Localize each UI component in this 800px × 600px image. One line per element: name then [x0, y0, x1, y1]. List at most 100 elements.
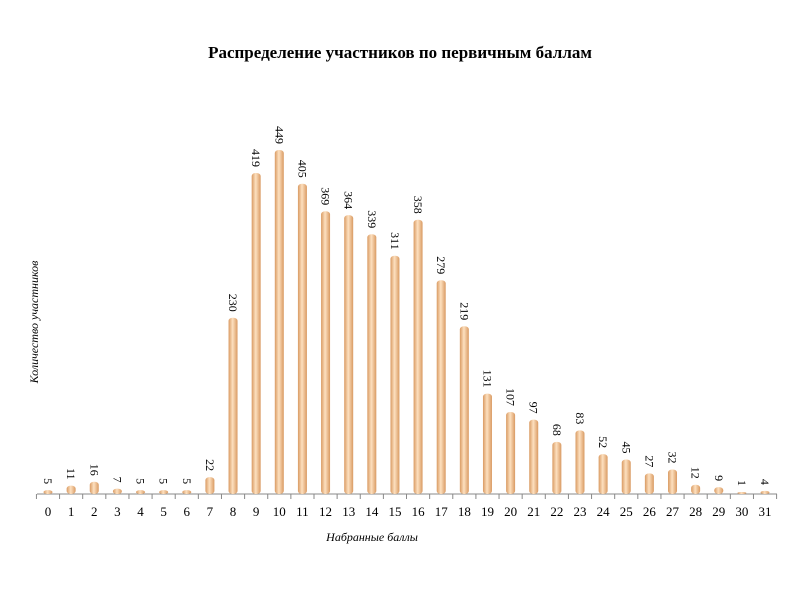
data-label: 45	[619, 442, 633, 454]
data-label: 405	[295, 160, 309, 178]
bar	[436, 280, 446, 494]
bar	[760, 490, 770, 494]
x-tick-label: 18	[458, 504, 471, 519]
x-tick-label: 4	[137, 504, 144, 519]
data-label: 230	[226, 294, 240, 312]
x-tick-label: 27	[666, 504, 680, 519]
bar	[251, 172, 261, 494]
x-tick-label: 23	[573, 504, 586, 519]
data-label: 311	[388, 232, 402, 250]
x-tick-label: 9	[253, 504, 260, 519]
data-label: 9	[712, 475, 726, 481]
x-tick-label: 10	[273, 504, 286, 519]
x-tick-label: 3	[114, 504, 121, 519]
data-label: 107	[504, 388, 518, 406]
data-label: 83	[573, 412, 587, 424]
x-tick-label: 5	[160, 504, 167, 519]
data-label: 97	[527, 402, 541, 414]
bar	[482, 393, 492, 494]
x-tick-label: 17	[435, 504, 449, 519]
bar	[529, 419, 539, 494]
data-label: 5	[41, 478, 55, 484]
data-label: 68	[550, 424, 564, 436]
y-axis-label: Количество участников	[27, 261, 41, 385]
x-tick-label: 24	[597, 504, 611, 519]
data-label: 279	[434, 256, 448, 274]
data-label: 52	[596, 436, 610, 448]
bar	[321, 211, 331, 495]
bar	[644, 473, 654, 494]
data-label: 32	[666, 451, 680, 463]
x-tick-label: 1	[68, 504, 75, 519]
x-tick-label: 15	[388, 504, 401, 519]
x-tick-label: 31	[759, 504, 772, 519]
bar	[367, 234, 377, 494]
data-label: 339	[365, 210, 379, 228]
data-label: 5	[157, 478, 171, 484]
x-tick-label: 20	[504, 504, 517, 519]
x-tick-label: 21	[527, 504, 540, 519]
data-label: 1	[735, 480, 749, 486]
x-tick-label: 22	[550, 504, 563, 519]
data-label: 27	[642, 455, 656, 467]
bar	[691, 484, 701, 494]
x-tick-label: 26	[643, 504, 657, 519]
x-tick-label: 7	[207, 504, 214, 519]
x-tick-label: 6	[184, 504, 191, 519]
x-tick-label: 11	[296, 504, 309, 519]
x-tick-label: 0	[45, 504, 52, 519]
bar	[89, 481, 99, 494]
bar	[43, 490, 53, 494]
x-tick-label: 14	[365, 504, 379, 519]
bar	[228, 317, 238, 494]
bar	[390, 255, 400, 494]
bar	[506, 412, 516, 494]
data-label: 358	[411, 196, 425, 214]
bar	[66, 485, 76, 494]
bar	[668, 469, 678, 494]
bar	[344, 215, 354, 494]
data-label: 5	[134, 478, 148, 484]
x-tick-label: 28	[689, 504, 702, 519]
bar	[552, 441, 562, 494]
bar	[182, 490, 192, 494]
x-tick-label: 16	[412, 504, 426, 519]
bar	[205, 477, 215, 494]
data-label: 219	[457, 302, 471, 320]
data-label: 131	[480, 370, 494, 388]
bar	[737, 492, 747, 494]
data-label: 16	[87, 464, 101, 476]
data-label: 12	[689, 467, 703, 479]
bar	[459, 326, 469, 494]
bar	[112, 488, 122, 494]
bar	[274, 150, 284, 494]
data-label: 364	[342, 191, 356, 209]
bar	[621, 459, 631, 494]
data-label: 4	[758, 479, 772, 485]
x-tick-label: 12	[319, 504, 332, 519]
x-tick-label: 13	[342, 504, 355, 519]
data-label: 7	[110, 477, 124, 483]
data-label: 419	[249, 149, 263, 167]
x-tick-label: 30	[735, 504, 748, 519]
data-label: 22	[203, 459, 217, 471]
data-label: 449	[272, 126, 286, 144]
x-tick-label: 25	[620, 504, 633, 519]
x-tick-label: 19	[481, 504, 494, 519]
chart-title: Распределение участников по первичным ба…	[208, 43, 592, 62]
bar	[297, 183, 307, 495]
bar	[136, 490, 146, 494]
bar	[714, 487, 724, 494]
bar	[159, 490, 169, 494]
x-tick-label: 8	[230, 504, 237, 519]
data-label: 369	[319, 187, 333, 205]
data-label: 11	[64, 468, 78, 480]
x-axis-label: Набранные баллы	[325, 530, 418, 544]
bar	[598, 454, 608, 494]
x-tick-label: 29	[712, 504, 725, 519]
bar	[413, 219, 423, 495]
bar	[575, 430, 585, 494]
x-tick-label: 2	[91, 504, 98, 519]
data-label: 5	[180, 478, 194, 484]
